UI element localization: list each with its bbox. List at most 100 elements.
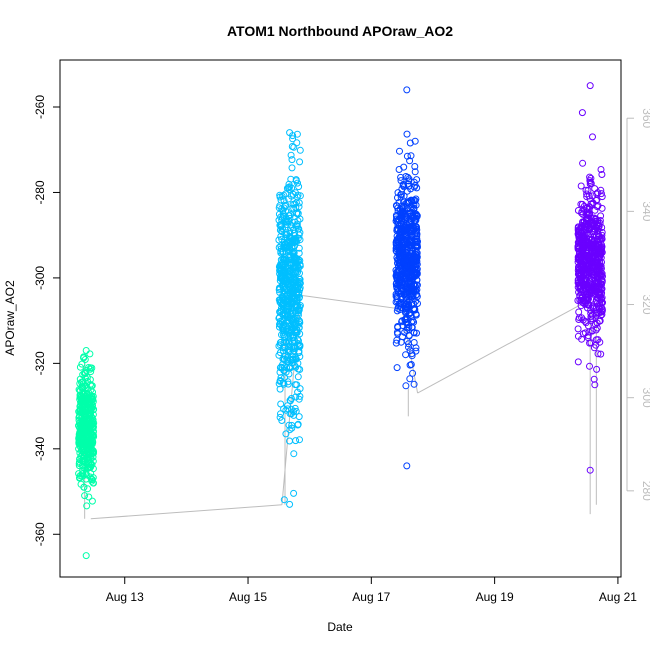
x-axis-label: Date: [327, 620, 353, 634]
scatter-point: [290, 332, 298, 340]
scatter-point: [290, 411, 298, 419]
scatter-point: [280, 242, 288, 250]
scatter-point: [85, 436, 93, 444]
scatter-point: [282, 338, 290, 346]
y2-tick-label: 300: [640, 388, 650, 408]
scatter-point: [82, 552, 90, 560]
scatter-point: [405, 343, 412, 351]
series2-segment: [90, 504, 282, 520]
y-tick-label: -260: [33, 95, 47, 119]
series2-segment: [300, 294, 403, 310]
x-tick-label: Aug 19: [476, 590, 514, 604]
scatter-point: [290, 264, 298, 272]
scatter-point: [276, 313, 283, 321]
chart-title: ATOM1 Northbound APOraw_AO2: [227, 23, 453, 39]
scatter-point: [287, 151, 295, 159]
scatter-point: [276, 377, 284, 384]
scatter-point: [592, 309, 600, 317]
scatter-point: [598, 171, 606, 178]
scatter-point: [292, 189, 299, 197]
scatter-point: [575, 231, 582, 239]
scatter-point: [278, 261, 286, 269]
scatter-point: [296, 436, 303, 444]
scatter-point: [395, 221, 403, 229]
scatter-point: [77, 439, 85, 447]
scatter-point: [283, 303, 291, 311]
scatter-point: [81, 492, 89, 500]
scatter-point: [292, 177, 300, 185]
scatter-point: [397, 173, 405, 181]
scatter-point: [402, 302, 409, 310]
scatter-point: [593, 265, 601, 273]
scatter-point: [87, 463, 95, 471]
scatter-point: [404, 173, 412, 181]
scatter-point: [593, 365, 601, 373]
scatter-point: [295, 244, 303, 252]
scatter-point: [280, 380, 288, 388]
scatter-point: [84, 485, 92, 493]
scatter-point: [286, 233, 294, 240]
scatter-point: [81, 413, 88, 421]
scatter-point: [399, 333, 406, 341]
scatter-point: [76, 380, 84, 387]
scatter-point: [276, 413, 284, 421]
scatter-point: [583, 193, 591, 201]
scatter-point: [577, 302, 585, 310]
scatter-point: [398, 215, 406, 223]
scatter-point: [581, 300, 589, 308]
scatter-point: [284, 348, 292, 356]
scatter-point: [401, 316, 409, 324]
scatter-point: [595, 274, 602, 282]
scatter-point: [397, 237, 405, 245]
scatter-point: [597, 247, 605, 254]
scatter-point: [590, 375, 598, 383]
scatter-point: [296, 158, 304, 166]
scatter-point: [586, 466, 594, 474]
scatter-point: [292, 317, 300, 325]
scatter-point: [279, 272, 287, 280]
scatter-point: [77, 428, 84, 436]
scatter-point: [278, 216, 286, 224]
scatter-point: [295, 264, 303, 272]
scatter-point: [597, 303, 605, 311]
scatter-point: [591, 185, 599, 193]
scatter-point: [290, 408, 298, 416]
scatter-point: [84, 453, 92, 461]
scatter-point: [276, 263, 284, 271]
scatter-point: [396, 289, 404, 297]
scatter-point: [407, 185, 415, 193]
scatter-point: [82, 347, 90, 354]
scatter-point: [281, 310, 289, 318]
scatter-point: [592, 321, 599, 328]
scatter-point: [407, 226, 415, 234]
scatter-point: [410, 271, 418, 279]
scatter-point: [296, 385, 304, 393]
scatter-point: [576, 265, 584, 273]
scatter-point: [295, 183, 303, 191]
scatter-point: [275, 351, 283, 359]
scatter-point: [87, 364, 94, 372]
scatter-point: [279, 295, 287, 302]
scatter-point: [584, 322, 592, 330]
scatter-point: [575, 308, 583, 316]
y2-tick-label: 340: [640, 201, 650, 221]
scatter-point: [280, 356, 288, 364]
scatter-point: [291, 200, 299, 208]
scatter-point: [82, 397, 90, 405]
scatter-point: [579, 265, 587, 272]
scatter-point: [579, 245, 587, 253]
scatter-point: [574, 358, 582, 366]
scatter-point: [290, 489, 298, 497]
scatter-point: [284, 296, 292, 304]
scatter-point: [291, 344, 299, 351]
scatter-point: [287, 331, 294, 339]
x-tick-label: Aug 17: [352, 590, 390, 604]
scatter-point: [283, 243, 291, 251]
scatter-point: [582, 224, 590, 231]
scatter-point: [408, 286, 416, 294]
scatter-point: [409, 196, 417, 204]
scatter-point: [295, 337, 302, 345]
scatter-point: [293, 291, 301, 299]
y-tick-label: -320: [33, 351, 47, 375]
scatter-point: [289, 298, 297, 305]
